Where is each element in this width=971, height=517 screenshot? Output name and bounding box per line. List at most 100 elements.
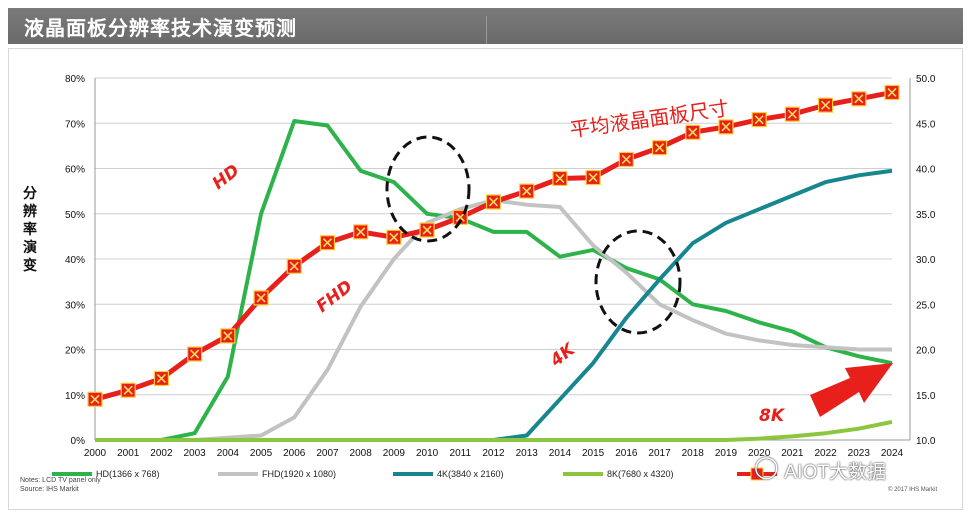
y-axis-title-char: 辨 xyxy=(23,203,37,220)
x-tick-label: 2009 xyxy=(383,448,406,459)
page-title: 液晶面板分辨率技术演变预测 xyxy=(24,16,297,40)
y-left-tick-label: 30% xyxy=(65,300,85,311)
x-tick-label: 2011 xyxy=(450,448,472,459)
x-tick-label: 2013 xyxy=(516,448,539,459)
x-tick-label: 2010 xyxy=(416,448,439,459)
legend-label: 4K(3840 x 2160) xyxy=(437,469,504,479)
wechat-icon: ◯ xyxy=(754,455,779,480)
series-marker-cross xyxy=(289,261,299,271)
x-tick-label: 2022 xyxy=(814,448,837,459)
y-left-tick-label: 20% xyxy=(65,346,85,357)
series-marker-cross xyxy=(555,173,565,184)
x-tick-label: 2019 xyxy=(715,448,738,459)
header-divider xyxy=(486,16,487,44)
legend-label: FHD(1920 x 1080) xyxy=(262,469,336,479)
series-marker-cross xyxy=(256,293,266,303)
notes-line: Notes: LCD TV panel only xyxy=(20,477,101,484)
x-tick-label: 2004 xyxy=(217,448,240,459)
series-marker-cross xyxy=(488,197,499,207)
y-left-tick-label: 80% xyxy=(65,74,85,85)
crossover-circle-fhd-4k xyxy=(594,229,682,335)
y-right-tick-label: 30.0 xyxy=(916,255,936,266)
x-tick-label: 2003 xyxy=(184,448,207,459)
series-line-4 xyxy=(94,90,893,402)
series-marker-cross xyxy=(190,349,200,359)
legend-label: HD(1366 x 768) xyxy=(96,469,160,479)
series-marker-cross xyxy=(422,225,432,235)
header-bar: 液晶面板分辨率技术演变预测 xyxy=(8,8,963,44)
series-marker-cross xyxy=(654,143,665,153)
series-marker-cross xyxy=(322,238,333,248)
y-axis-title-char: 分 xyxy=(23,186,37,202)
series-marker-cross xyxy=(223,331,233,341)
x-tick-label: 2005 xyxy=(250,448,273,459)
x-tick-label: 2008 xyxy=(350,448,373,459)
x-tick-label: 2020 xyxy=(748,448,771,459)
series-line-3 xyxy=(95,419,893,442)
x-tick-label: 2006 xyxy=(283,448,306,459)
chart-frame xyxy=(8,48,963,510)
watermark-text: AIOT大数据 xyxy=(784,461,887,483)
annotation-8k: 8K xyxy=(759,406,786,426)
y-right-tick-label: 40.0 xyxy=(916,165,936,176)
x-tick-label: 2012 xyxy=(482,448,505,459)
series-marker-cross xyxy=(621,154,631,165)
y-right-tick-label: 50.0 xyxy=(916,74,936,85)
legend-marker xyxy=(750,467,764,481)
series-marker-cross xyxy=(688,127,698,137)
series-marker-cross xyxy=(356,227,366,237)
annotation-hd: HD xyxy=(209,161,244,194)
series-marker-cross xyxy=(821,100,831,110)
series-marker-cross xyxy=(721,122,731,132)
copyright-text: © 2017 IHS Markit xyxy=(888,487,938,493)
x-tick-label: 2024 xyxy=(881,448,904,459)
series-marker-cross xyxy=(787,109,797,119)
series-marker-cross xyxy=(90,394,100,404)
annotation-fhd: FHD xyxy=(313,277,357,317)
x-tick-label: 2001 xyxy=(117,448,140,459)
x-tick-label: 2014 xyxy=(549,448,572,459)
series-marker-cross xyxy=(123,385,133,395)
y-left-tick-label: 70% xyxy=(65,119,85,130)
y-left-tick-label: 0% xyxy=(71,436,86,447)
x-tick-label: 2002 xyxy=(150,448,173,459)
y-right-tick-label: 25.0 xyxy=(916,300,936,311)
y-right-tick-label: 45.0 xyxy=(916,119,936,130)
series-marker-cross xyxy=(455,212,465,222)
annotation-avg-size: 平均液晶面板尺寸 xyxy=(568,96,730,142)
legend-label: 8K(7680 x 4320) xyxy=(607,469,674,479)
series-line-1 xyxy=(95,198,892,442)
y-right-tick-label: 15.0 xyxy=(916,391,936,402)
y-right-tick-label: 10.0 xyxy=(916,436,936,447)
x-tick-label: 2015 xyxy=(582,448,605,459)
x-tick-label: 2021 xyxy=(781,448,804,459)
y-left-tick-label: 40% xyxy=(65,255,85,266)
x-tick-label: 2018 xyxy=(682,448,705,459)
y-left-tick-label: 10% xyxy=(65,391,85,402)
y-axis-title-char: 变 xyxy=(23,257,37,274)
crossover-circle-hd-fhd xyxy=(385,135,471,243)
trend-arrow xyxy=(810,363,893,417)
y-right-tick-label: 20.0 xyxy=(916,346,936,357)
x-tick-label: 2007 xyxy=(316,448,339,459)
source-line: Source: IHS Markit xyxy=(20,486,79,493)
series-marker-cross xyxy=(588,172,598,183)
series-marker-cross xyxy=(156,373,166,384)
series-line-0 xyxy=(95,119,893,442)
series-marker-cross xyxy=(887,87,897,98)
series-marker-cross xyxy=(522,186,532,196)
y-axis-title-char: 演 xyxy=(23,239,37,256)
series-marker-cross xyxy=(854,94,864,104)
chart-notes: Notes: LCD TV panel only Source: IHS Mar… xyxy=(20,476,101,494)
y-left-tick-label: 60% xyxy=(65,165,85,176)
annotation-4k: 4K xyxy=(546,339,580,372)
series-marker-cross xyxy=(754,115,764,125)
x-tick-label: 2016 xyxy=(615,448,638,459)
x-tick-label: 2000 xyxy=(84,448,107,459)
y-axis-title-char: 率 xyxy=(23,221,37,238)
x-tick-label: 2023 xyxy=(848,448,871,459)
watermark: ◯ AIOT大数据 xyxy=(754,455,887,484)
series-marker-cross xyxy=(389,232,399,242)
y-left-tick-label: 50% xyxy=(65,210,85,221)
